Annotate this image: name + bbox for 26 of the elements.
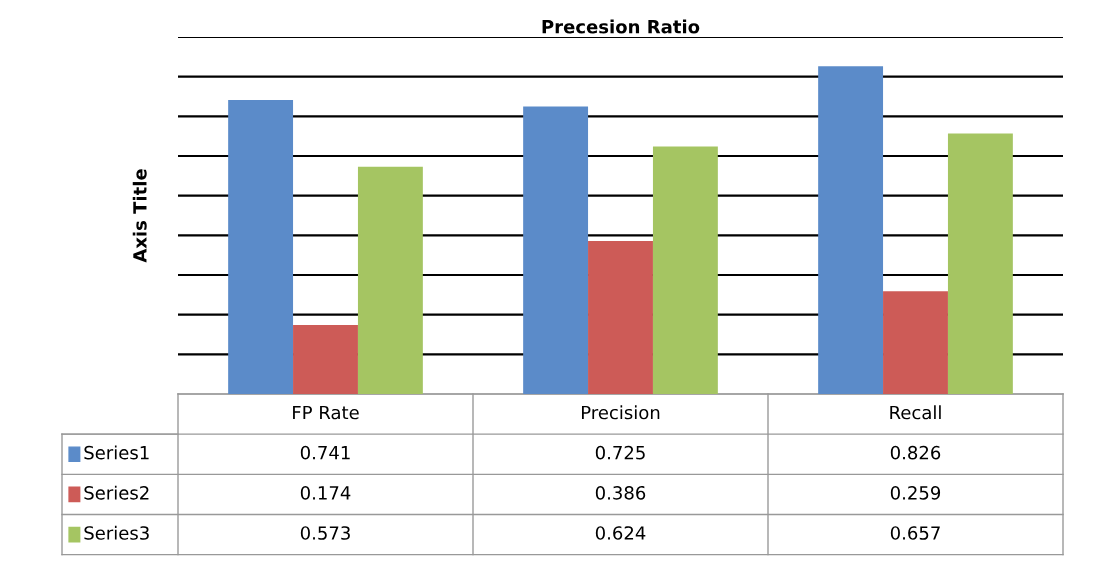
data-label: 0.725 [595,445,645,460]
bar [228,100,294,394]
bar [588,240,653,394]
data-label: 0.573 [300,526,350,540]
bar [883,291,948,394]
legend-label: Series1 [84,445,149,460]
bar [947,133,1013,394]
data-label: 0.657 [890,526,940,540]
data-label: 0.386 [595,485,646,500]
bar [357,166,423,394]
data-label: 0.624 [595,526,646,540]
bar [818,66,884,394]
chart-title: Precesion Ratio [542,19,700,34]
data-label: 0.741 [300,445,350,460]
bar [652,146,718,394]
x-tick-label: Precision [582,405,660,420]
bar [293,324,358,394]
legend-label: Series3 [84,525,149,540]
data-label: 0.259 [890,485,941,500]
x-tick-label: Recall [890,405,941,420]
x-tick-label: FP Rate [293,405,359,420]
data-label: 0.174 [300,485,351,500]
data-label: 0.826 [890,445,941,460]
bar [523,106,589,394]
legend-label: Series2 [84,485,149,500]
y-axis-title: Axis Title [132,169,147,263]
